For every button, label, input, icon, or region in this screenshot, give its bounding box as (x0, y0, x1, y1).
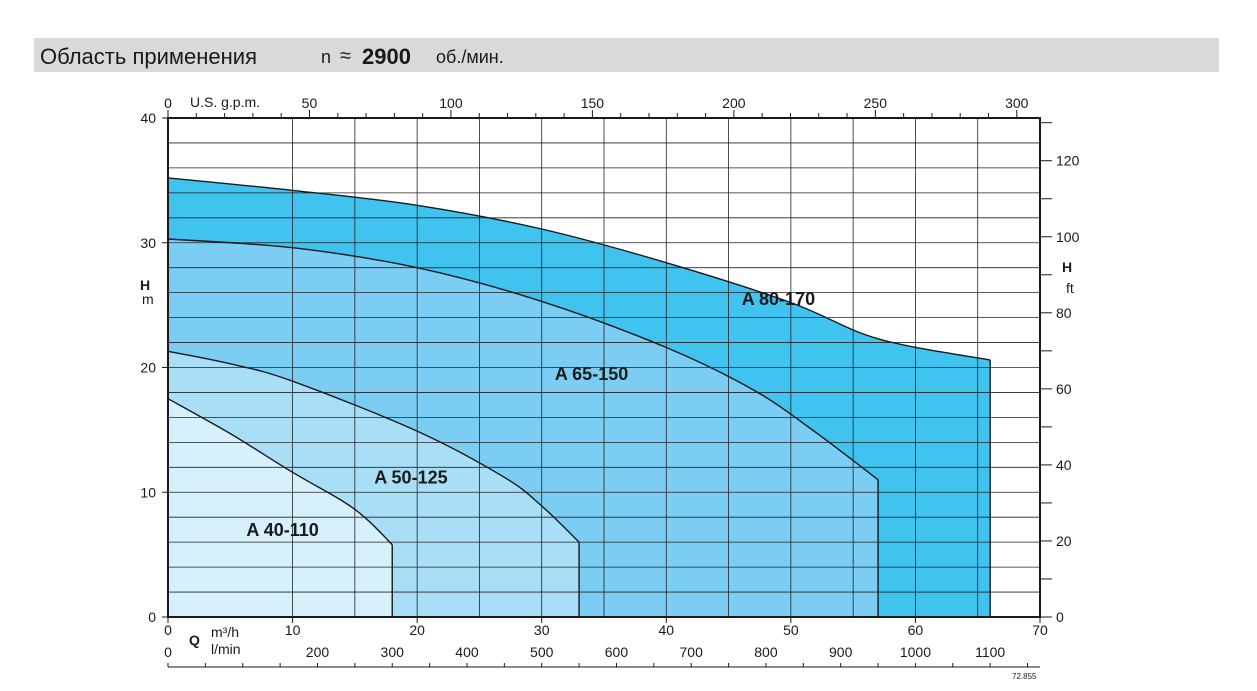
axis-ticks (162, 110, 1052, 668)
reference-number: 72.855 (1012, 672, 1037, 681)
y-left-tick-label: 20 (140, 360, 156, 376)
curve-a-40-110 (167, 398, 393, 546)
lmin-tick-label: 600 (605, 644, 629, 660)
lmin-tick-label: 800 (754, 644, 778, 660)
y-left-tick-label: 0 (148, 609, 156, 625)
x-tick-label: 30 (534, 622, 550, 638)
y-left-title: H (140, 277, 150, 293)
y-right-tick-label: 0 (1056, 609, 1064, 625)
gpm-tick-label: 300 (1005, 95, 1029, 111)
y-left-tick-label: 30 (140, 235, 156, 251)
y-right-unit: ft (1066, 280, 1074, 296)
y-left-tick-label: 10 (140, 484, 156, 500)
speed-unit: об./мин. (436, 47, 504, 67)
lmin-tick-label: 200 (306, 644, 330, 660)
y-left-unit: m (142, 291, 154, 307)
gpm-tick-label: 50 (302, 95, 318, 111)
lmin-tick-label: 1100 (975, 644, 1005, 660)
y-right-tick-label: 120 (1056, 153, 1080, 169)
x-axis-title: Q (189, 632, 200, 648)
approx-symbol: ≈ (340, 45, 351, 67)
y-right-tick-label: 80 (1056, 305, 1072, 321)
x-tick-label: 0 (164, 622, 172, 638)
series-curves: A 80-170 A 65-150 A 50-125 A 40-110 (167, 177, 991, 617)
y-left-tick-label: 40 (140, 110, 156, 126)
gpm-tick-label: 200 (722, 95, 746, 111)
series-label: A 80-170 (742, 289, 815, 309)
x-unit-m3h: m³/h (211, 624, 239, 640)
x-tick-label: 50 (783, 622, 799, 638)
speed-symbol: n (321, 47, 332, 67)
area-a-40-110 (168, 398, 393, 617)
gpm-tick-label: 0 (164, 95, 172, 111)
gpm-tick-label: 100 (439, 95, 463, 111)
lmin-tick-label: 300 (381, 644, 405, 660)
lmin-tick-label: 1000 (900, 644, 931, 660)
lmin-tick-label: 400 (455, 644, 479, 660)
lmin-tick-label: 500 (530, 644, 554, 660)
curve-a-65-150 (167, 238, 879, 481)
x-tick-label: 60 (908, 622, 924, 638)
x-top-unit-label: U.S. g.p.m. (190, 94, 260, 110)
series-label: A 40-110 (246, 520, 318, 540)
y-right-tick-label: 60 (1056, 381, 1072, 397)
speed-value: 2900 (362, 44, 411, 69)
series-areas (168, 177, 991, 617)
series-label: A 50-125 (374, 468, 447, 488)
x-tick-label: 10 (285, 622, 301, 638)
x-tick-label: 20 (409, 622, 425, 638)
y-right-tick-label: 20 (1056, 533, 1072, 549)
gpm-tick-label: 250 (864, 95, 888, 111)
page-title: Область применения (40, 44, 257, 69)
lmin-tick-label: 900 (829, 644, 853, 660)
gpm-tick-label: 150 (581, 95, 605, 111)
series-label: A 65-150 (555, 364, 628, 384)
x-tick-label: 40 (658, 622, 674, 638)
y-right-tick-label: 40 (1056, 457, 1072, 473)
x-tick-label: 70 (1032, 622, 1048, 638)
y-right-tick-label: 100 (1056, 229, 1080, 245)
curve-a-50-125 (167, 350, 580, 543)
x-unit-lmin: l/min (211, 641, 241, 657)
lmin-tick-label: 700 (680, 644, 704, 660)
curve-a-80-170 (167, 177, 991, 361)
y-right-title: H (1062, 259, 1072, 275)
lmin-tick-label: 0 (164, 644, 172, 660)
header-bar: Область применения n ≈ 2900 об./мин. (34, 38, 1219, 72)
